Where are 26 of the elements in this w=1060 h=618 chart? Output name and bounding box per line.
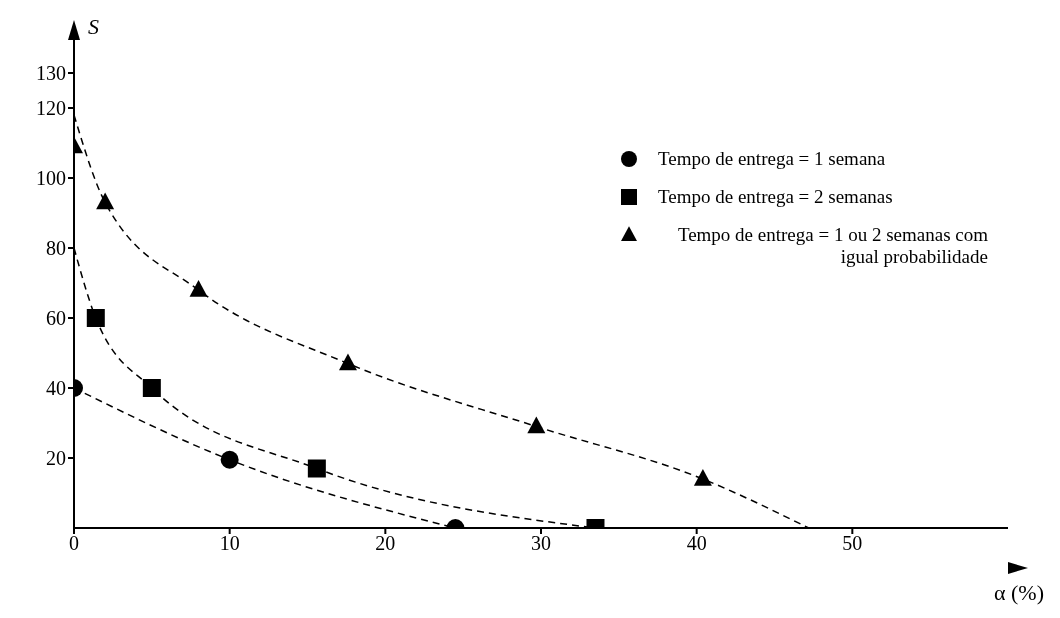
point — [142, 379, 161, 397]
y-tick-label: 20 — [46, 447, 66, 470]
legend-label: Tempo de entrega = 1 semana — [658, 148, 886, 170]
point — [86, 309, 105, 327]
point — [189, 280, 208, 297]
legend-label: Tempo de entrega = 2 semanas — [658, 186, 893, 208]
y-tick-label: 80 — [46, 237, 66, 260]
x-tick-label: 30 — [531, 532, 551, 555]
y-tick-label: 40 — [46, 377, 66, 400]
point — [527, 416, 546, 434]
y-axis-title: S — [88, 14, 99, 40]
y-tick-label: 100 — [36, 167, 66, 190]
point — [693, 469, 712, 486]
point — [338, 353, 357, 371]
y-tick-label: 130 — [36, 62, 66, 85]
point — [307, 459, 326, 478]
x-tick-label: 40 — [686, 532, 707, 555]
y-tick-label: 120 — [36, 97, 66, 120]
x-tick-label: 0 — [69, 532, 79, 555]
legend-label: Tempo de entrega = 1 ou 2 semanas com igual probabilidade — [676, 224, 988, 268]
x-tick-label: 20 — [375, 532, 396, 555]
y-tick-label: 60 — [46, 307, 66, 330]
x-axis-title: α (%) — [993, 580, 1044, 606]
x-tick-label: 10 — [219, 532, 240, 555]
point — [96, 192, 115, 210]
x-tick-label: 50 — [842, 532, 863, 555]
